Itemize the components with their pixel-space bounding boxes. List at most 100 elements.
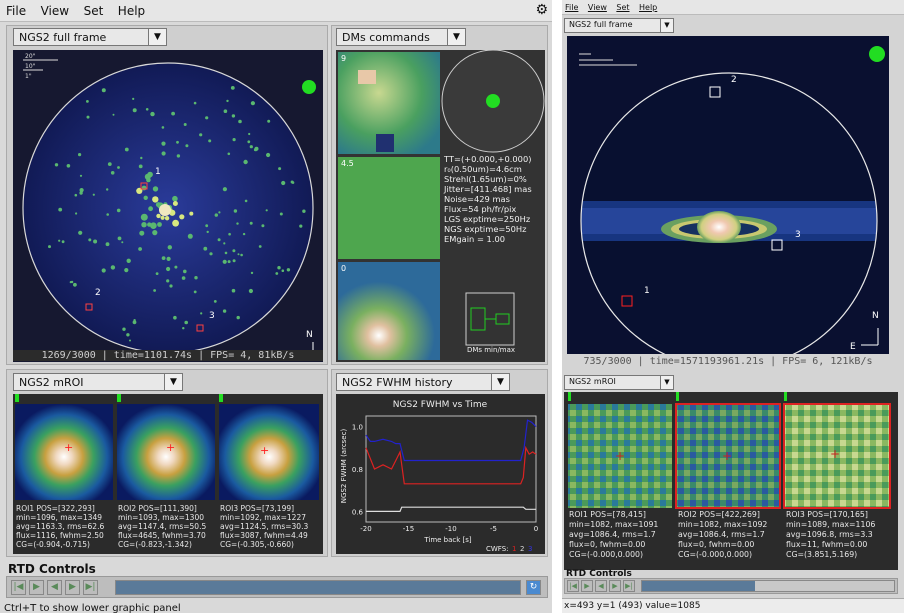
star	[150, 111, 155, 117]
star	[236, 222, 239, 225]
star	[184, 320, 188, 325]
svg-text:1: 1	[644, 286, 650, 296]
svg-text:20": 20"	[25, 53, 36, 60]
star	[161, 141, 166, 146]
svg-text:N: N	[306, 330, 313, 340]
dms-commands-panel: DMs commands ▼	[331, 25, 548, 365]
menu-help[interactable]: Help	[639, 3, 658, 12]
play-button[interactable]: ▶	[581, 580, 593, 592]
star	[209, 252, 213, 256]
step-back-button[interactable]: ◀	[595, 580, 607, 592]
star	[248, 132, 251, 136]
mroi-view: + + + ROI1 POS=[78,415] min=1082, max=109…	[564, 392, 898, 570]
frame-progress-bar[interactable]	[115, 580, 521, 595]
step-back-button[interactable]: ◀	[47, 580, 62, 595]
menu-file[interactable]: File	[6, 4, 27, 18]
star	[193, 101, 197, 105]
menu-set[interactable]: Set	[83, 4, 104, 18]
settings-gear-icon[interactable]: ⚙	[535, 2, 548, 18]
saturn-frame: 2 3 1 N E	[579, 46, 885, 370]
last-frame-button[interactable]: ▶|	[83, 580, 98, 595]
star	[250, 271, 254, 275]
menu-view[interactable]: View	[40, 4, 70, 18]
star	[205, 116, 209, 120]
star	[167, 245, 172, 250]
menu-set[interactable]: Set	[616, 3, 630, 12]
star	[75, 212, 78, 215]
star	[222, 309, 227, 313]
star	[222, 259, 227, 264]
star	[161, 151, 166, 156]
series-line-2	[365, 419, 537, 462]
star	[231, 288, 236, 293]
star	[286, 268, 291, 272]
star	[226, 99, 229, 103]
y-tick-label: 0.8	[352, 466, 363, 474]
mroi-selector[interactable]: NGS2 mROI ▼	[564, 375, 674, 390]
ngs2-image-view[interactable]: 20" 10" 1" 1 2 3 N E	[13, 50, 323, 363]
chevron-down-icon: ▼	[447, 29, 465, 45]
refresh-icon[interactable]: ↻	[526, 580, 541, 595]
first-frame-button[interactable]: |◀	[11, 580, 26, 595]
ngs2-image-view[interactable]: 2 3 1 N E	[567, 36, 889, 370]
star	[152, 230, 158, 236]
dms-minmax-label: DMs min/max	[466, 346, 516, 354]
star	[200, 312, 203, 315]
star	[232, 259, 236, 263]
star	[129, 339, 131, 342]
star	[232, 249, 236, 253]
star	[73, 282, 77, 287]
legend-item-2: 2	[520, 545, 524, 553]
star	[231, 114, 236, 118]
star	[265, 209, 268, 212]
step-forward-button[interactable]: ▶	[609, 580, 621, 592]
star	[93, 239, 98, 244]
series-line-3	[366, 506, 536, 513]
svg-text:2: 2	[95, 288, 101, 298]
star	[237, 253, 240, 256]
star	[218, 211, 221, 214]
y-tick-label: 0.6	[352, 508, 364, 516]
chevron-down-icon: ▼	[164, 374, 182, 390]
ngs2-frame-selector[interactable]: NGS2 full frame ▼	[13, 28, 167, 46]
star	[172, 201, 178, 206]
ngs2-frame-selector[interactable]: NGS2 full frame ▼	[564, 18, 674, 33]
star	[124, 147, 129, 152]
star	[107, 162, 112, 166]
legend-item-1: 1	[512, 545, 516, 553]
star	[148, 206, 154, 212]
fwhm-selector[interactable]: NGS2 FWHM history ▼	[336, 373, 510, 391]
rtd-controls-title: RTD Controls	[8, 562, 96, 576]
play-button[interactable]: ▶	[29, 580, 44, 595]
star	[203, 246, 208, 251]
star	[105, 242, 110, 247]
roi1-stats: ROI1 POS=[322,293] min=1096, max=1349 avg=…	[16, 504, 105, 549]
star	[54, 163, 59, 167]
frame-progress-bar[interactable]	[641, 580, 895, 592]
first-frame-button[interactable]: |◀	[567, 580, 579, 592]
star	[117, 236, 122, 241]
star	[275, 272, 279, 275]
rtd-controls-bar: |◀ ▶ ◀ ▶ ▶| ↻	[6, 576, 548, 598]
dms-commands-selector[interactable]: DMs commands ▼	[336, 28, 466, 46]
star	[79, 174, 83, 177]
star	[206, 230, 209, 234]
step-forward-button[interactable]: ▶	[65, 580, 80, 595]
mroi-selector[interactable]: NGS2 mROI ▼	[13, 373, 183, 391]
menu-view[interactable]: View	[587, 3, 607, 12]
star	[302, 209, 306, 213]
star	[299, 224, 303, 228]
fwhm-history-panel: NGS2 FWHM history ▼ NGS2 FWHM vs Time NG…	[331, 369, 548, 557]
last-frame-button[interactable]: ▶|	[623, 580, 635, 592]
star	[224, 251, 228, 255]
star	[166, 266, 171, 272]
star	[172, 219, 180, 227]
menu-help[interactable]: Help	[117, 4, 146, 18]
star	[58, 239, 61, 242]
svg-text:9: 9	[341, 54, 346, 63]
star	[185, 144, 189, 148]
star	[160, 215, 165, 220]
menu-file[interactable]: File	[565, 3, 579, 12]
star	[116, 208, 121, 213]
star	[78, 230, 83, 235]
